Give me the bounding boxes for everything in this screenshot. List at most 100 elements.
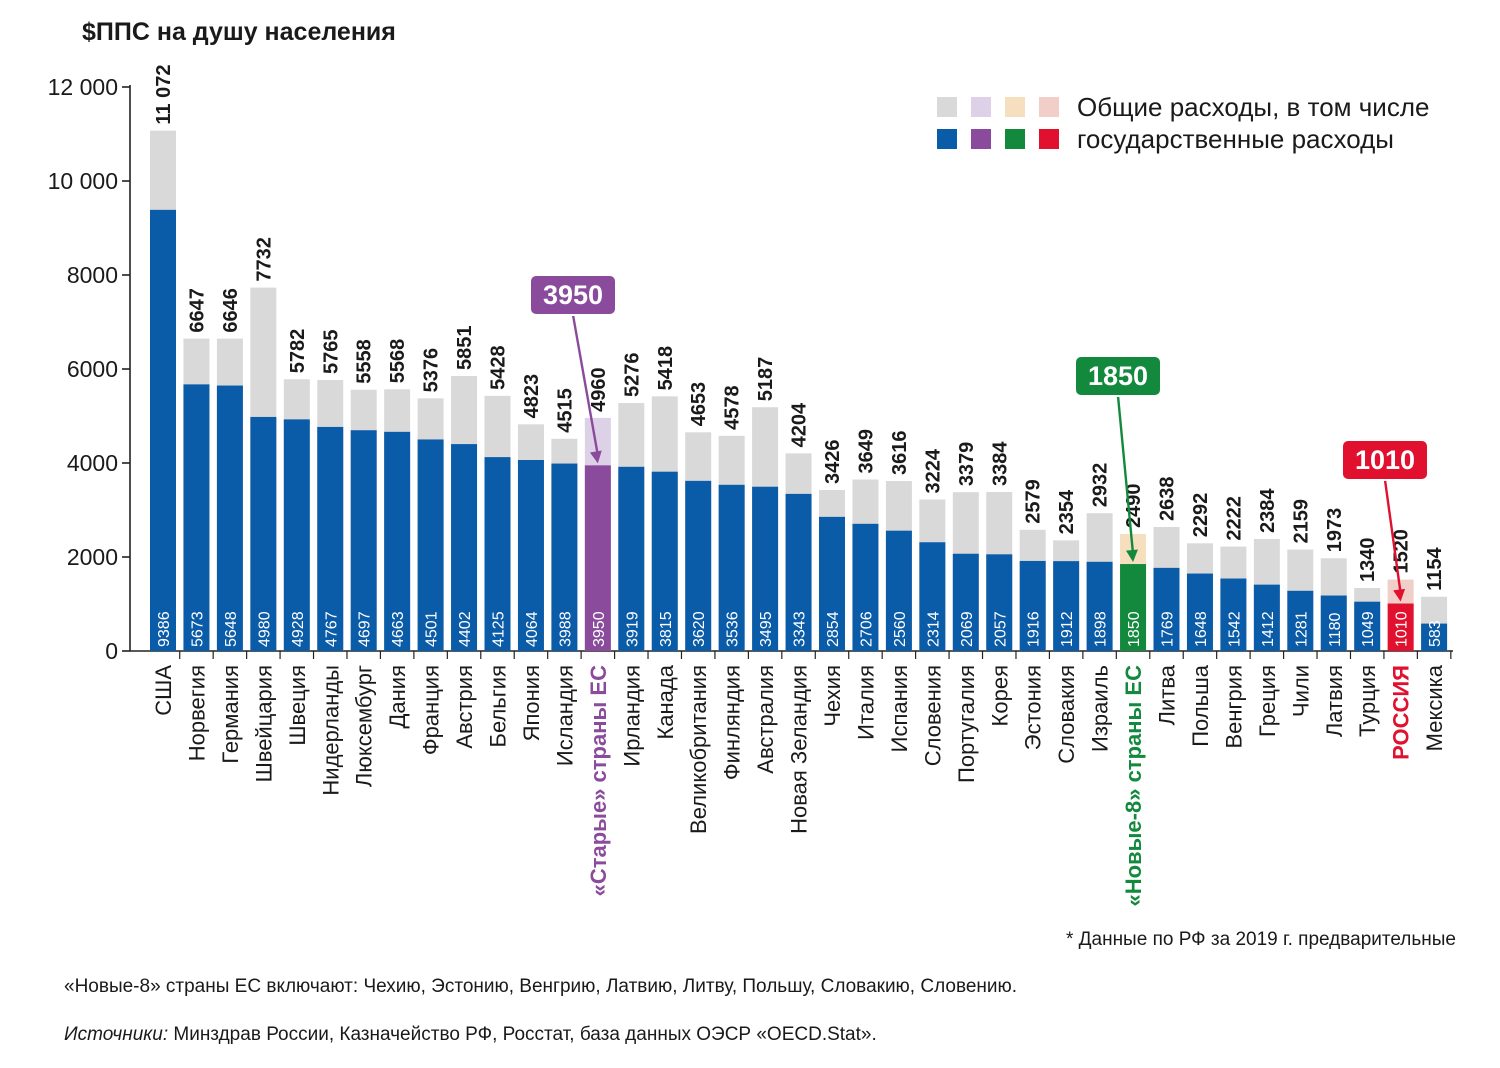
callout-arrow-line: [1383, 479, 1402, 594]
bar-public-value: 1850: [1126, 611, 1143, 647]
bar-total-value: 5276: [621, 353, 643, 398]
bar-public: [1287, 590, 1314, 651]
bar-total-value: 2159: [1290, 499, 1312, 544]
bar-public: [852, 523, 879, 651]
category-label: Ирландия: [619, 665, 644, 767]
y-tick-label: 0: [105, 638, 118, 664]
bar-total-value: 4960: [588, 367, 610, 412]
bar-public: [1320, 595, 1347, 651]
bar-public: [384, 431, 411, 651]
bar-total-value: 5558: [354, 339, 376, 384]
bar-public: [417, 439, 444, 651]
category-label: Эстония: [1021, 665, 1046, 750]
category-label: Великобритания: [686, 665, 711, 834]
legend-swatch-total: [1005, 97, 1025, 117]
y-axis-title: $ППС на душу населения: [82, 18, 396, 46]
category-label: Норвегия: [184, 665, 209, 761]
legend-swatch-public: [1005, 129, 1025, 149]
legend-swatch-public: [1039, 129, 1059, 149]
bar-public-value: 5648: [223, 611, 240, 647]
bar-public-value: 2854: [825, 611, 842, 647]
category-label: Корея: [987, 665, 1012, 726]
bars: [150, 130, 1448, 652]
bar-total-value: 5428: [488, 345, 510, 390]
bar-total-value: 1340: [1357, 538, 1379, 583]
bar-public: [1186, 573, 1213, 651]
bar-public-value: 2706: [858, 611, 875, 647]
bar-total-value: 1154: [1424, 546, 1446, 590]
callout-arrow-head: [1125, 549, 1138, 563]
bar-public: [451, 444, 478, 651]
category-label: Бельгия: [486, 665, 511, 747]
bar-public: [718, 484, 745, 651]
bar-public-value: 1049: [1360, 611, 1377, 647]
category-label: Швеция: [285, 665, 310, 746]
bar-public: [1387, 603, 1414, 651]
bar-public-value: 1412: [1260, 611, 1277, 647]
bar-public-value: 2314: [925, 611, 942, 647]
bar-public-value: 1542: [1226, 611, 1243, 647]
bar-public: [551, 463, 578, 651]
callout-box: [1074, 355, 1162, 397]
category-label: Новая Зеландия: [787, 665, 812, 834]
callouts: 3950 1850 1010: [529, 274, 1429, 602]
category-label: «Старые» страны ЕС: [586, 665, 611, 896]
callout-arrow-head: [589, 450, 602, 464]
x-axis-labels: США Норвегия Германия Швейцария Швеция Нидерл…: [151, 664, 1447, 906]
bar-public-value: 2057: [992, 611, 1009, 647]
bar-public-value: 3919: [624, 611, 641, 647]
legend-swatch-total: [1039, 97, 1059, 117]
category-label: РОССИЯ: [1389, 665, 1414, 760]
y-tick-label: 4000: [67, 450, 118, 476]
bar-public: [952, 553, 979, 651]
bar-public-value: 3620: [691, 611, 708, 647]
bar-public: [517, 459, 544, 651]
bar-public-value: 3950: [591, 611, 608, 647]
category-label: Нидерланды: [318, 665, 343, 796]
category-label: Чехия: [820, 665, 845, 727]
category-label: Литва: [1155, 664, 1180, 725]
bar-public-value: 4767: [323, 611, 340, 647]
bar-total-value: 2222: [1223, 496, 1245, 541]
bar-public: [651, 471, 678, 651]
bar-public-value: 1648: [1193, 611, 1210, 647]
bar-public: [1220, 578, 1247, 651]
bar-public-value: 1912: [1059, 611, 1076, 647]
bar-total-value: 1973: [1324, 508, 1346, 553]
category-label: Словакия: [1054, 665, 1079, 764]
legend-swatch-total: [937, 97, 957, 117]
bar-public-value: 1281: [1293, 611, 1310, 647]
footnote-new8: «Новые-8» страны ЕС включают: Чехию, Эст…: [64, 976, 1018, 997]
bar-public-value: 1769: [1160, 611, 1177, 647]
bar-public-value: 3536: [725, 611, 742, 647]
bar-public: [685, 480, 712, 651]
bar-public: [1053, 561, 1080, 651]
bar-public-value: 1180: [1327, 612, 1344, 647]
bar-total-value: 3384: [989, 441, 1011, 486]
callout-value: 1010: [1355, 445, 1415, 475]
category-label: Испания: [887, 665, 912, 752]
legend: Общие расходы, в том числегосударственны…: [937, 92, 1429, 154]
bar-public-value: 4980: [256, 611, 273, 647]
bar-total-value: 11 072: [153, 65, 175, 125]
bar-public-value: 9386: [156, 611, 173, 647]
bar-total-value: 3379: [956, 442, 978, 487]
category-label: Польша: [1188, 664, 1213, 747]
bar-public-value: 1898: [1093, 611, 1110, 647]
category-label: Канада: [653, 664, 678, 739]
bar-public-value: 3815: [658, 611, 675, 647]
bar-public: [785, 493, 812, 651]
bar-public: [1019, 560, 1046, 651]
bar-public-value: 3988: [557, 611, 574, 647]
callout-box: [1341, 439, 1429, 481]
category-label: Япония: [519, 665, 544, 741]
bar-public: [1354, 601, 1381, 651]
bar-total-value: 4823: [521, 374, 543, 419]
bar-public-value: 3495: [758, 611, 775, 647]
bar-total-value: 2354: [1056, 489, 1078, 534]
bar-public-value: 4125: [491, 611, 508, 647]
bar-public: [618, 466, 645, 651]
legend-swatch-public: [937, 129, 957, 149]
bar-public-value: 4697: [357, 611, 374, 647]
callout-value: 1850: [1088, 361, 1148, 391]
